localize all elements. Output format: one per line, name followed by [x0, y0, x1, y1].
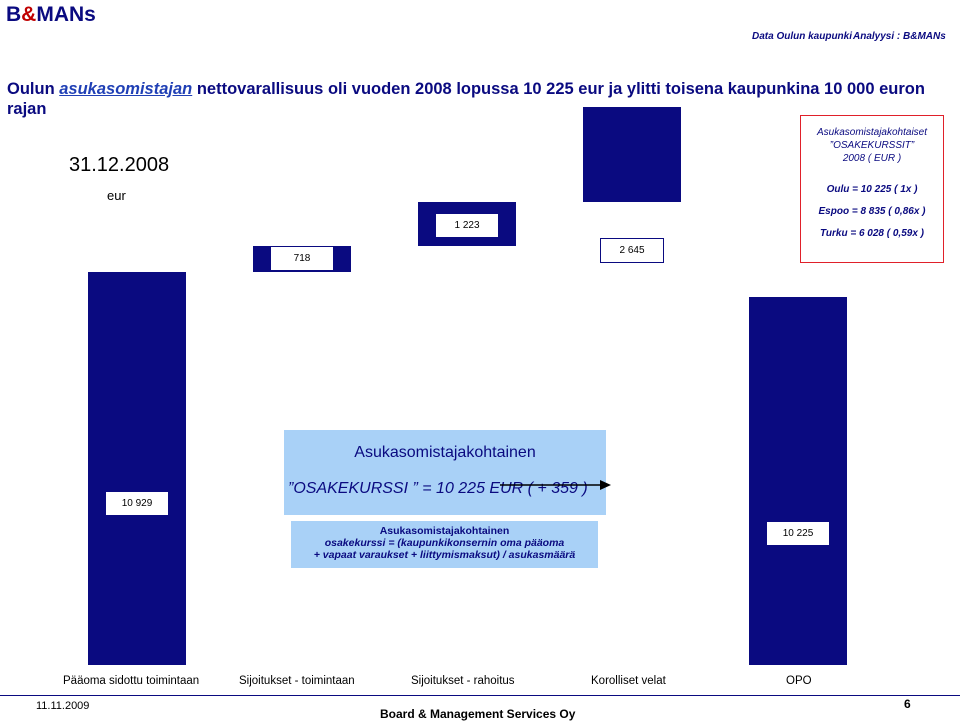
chart-bar [749, 297, 847, 665]
category-label: Sijoitukset - toimintaan [239, 675, 355, 687]
brand-logo: B&MANs [6, 3, 96, 26]
city-comparison-box: Asukasomistajakohtaiset ”OSAKEKURSSIT” 2… [800, 115, 944, 263]
callout-heading: Asukasomistajakohtainen [354, 444, 536, 461]
page-number: 6 [904, 697, 911, 711]
unit-label: eur [107, 188, 126, 203]
data-label: 2 645 [600, 238, 664, 263]
data-label: 718 [270, 246, 334, 271]
formula-box: Asukasomistajakohtainen osakekurssi = (k… [291, 521, 598, 568]
category-label: OPO [786, 675, 812, 687]
formula-line2: osakekurssi = (kaupunkikonsernin oma pää… [324, 537, 565, 549]
category-label: Pääoma sidottu toimintaan [63, 675, 200, 687]
arrow-icon [500, 480, 611, 490]
data-source-label: Data Oulun kaupunki [752, 31, 853, 42]
infobox-line2: ”OSAKEKURSSIT” [829, 140, 915, 151]
infobox-espoo: Espoo = 8 835 ( 0,86x ) [818, 206, 926, 217]
infobox-line1: Asukasomistajakohtaiset [816, 127, 928, 138]
formula-line1: Asukasomistajakohtainen [379, 525, 510, 537]
formula-line3: + vapaat varaukset + liittymismaksut) / … [313, 549, 576, 561]
category-label: Korolliset velat [591, 675, 666, 687]
chart-bar [583, 107, 681, 203]
data-label: 1 223 [435, 213, 499, 238]
footer-date: 11.11.2009 [36, 700, 90, 712]
share-price-callout: Asukasomistajakohtainen ”OSAKEKURSSI ” =… [284, 430, 606, 515]
footer-company: Board & Management Services Oy [380, 707, 576, 721]
footer-divider [0, 695, 960, 696]
page-title: Oulun asukasomistajan nettovarallisuus o… [7, 80, 925, 118]
analysis-label: Analyysi : B&MANs [853, 31, 946, 42]
infobox-line3: 2008 ( EUR ) [842, 153, 902, 164]
chart-date: 31.12.2008 [69, 154, 170, 176]
category-label: Sijoitukset - rahoitus [411, 675, 515, 687]
infobox-oulu: Oulu = 10 225 ( 1x ) [826, 184, 918, 195]
data-label: 10 929 [105, 490, 169, 516]
infobox-turku: Turku = 6 028 ( 0,59x ) [819, 228, 925, 239]
chart-bar [88, 272, 186, 665]
data-label: 10 225 [766, 521, 830, 547]
